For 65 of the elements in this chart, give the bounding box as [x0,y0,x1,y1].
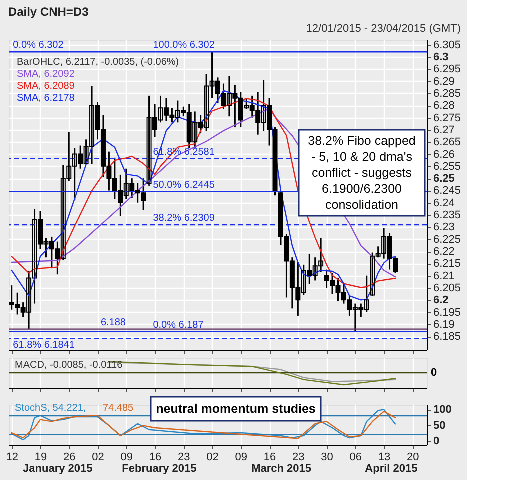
text: SMA, 6.2089 [17,81,76,92]
text: February 2015 [122,463,197,475]
annotation: 100.0% 6.302 [153,40,216,52]
text: SMA, 6.2092 [17,69,76,80]
x-tick-label: 30 [321,452,334,464]
y-tick-label: 6.19 [434,318,455,331]
y-tick-label: 6.2 [434,294,449,307]
x-tick-label: 23 [292,452,305,464]
y-tick-label: 6.235 [434,210,462,222]
y-tick-label: 6.29 [434,76,455,88]
text: March 2015 [252,463,312,475]
x-tick-label: 06 [350,452,362,464]
y-tick-label: 6.25 [434,173,455,186]
annotation: neutral momentum studies [156,402,316,416]
text: April 2015 [365,463,418,475]
y-tick-label: 6.22 [434,246,455,258]
y-tick-label: 6.305 [434,39,462,52]
x-tick-label: 13 [378,452,391,464]
series-label: 74.485 [103,403,134,414]
y-tick-label: 6.28 [434,100,455,112]
y-tick-label: 6.3 [434,52,449,64]
y-tick-label: 100 [434,404,452,416]
y-tick-label: 6.285 [434,88,462,100]
y-tick-label: 6.21 [434,270,455,282]
y-tick-label: 6.225 [434,234,462,246]
annotation: 61.8% 6.1841 [13,340,76,351]
annotation: BarOHLC, 6.2117, -0.0035, (-0.06%) [17,57,180,68]
text: January 2015 [23,463,93,475]
x-tick-label: 23 [178,452,190,464]
chart-subtitle: 12/01/2015 - 23/04/2015 (GMT) [306,23,461,35]
y-tick-label: 0 [434,436,440,448]
x-tick-label: 12 [6,452,18,464]
y-tick-label: 6.195 [434,306,462,319]
x-tick-label: 02 [206,452,219,464]
annotation: 38.2% Fibo capped - 5, 10 & 20 dma's conflict - suggests 6.1900/6.2300 consolidation [308,134,416,212]
y-tick-label: 6.255 [434,160,462,173]
y-tick-label: 6.26 [434,148,455,161]
y-tick-label: 6.215 [434,258,462,270]
y-tick-label: 6.205 [434,282,462,294]
y-tick-label: 6.185 [434,331,462,344]
chart-title: Daily CNH=D3 [8,5,90,19]
x-tick-label: 02 [92,452,104,464]
x-tick-label: 20 [407,452,420,464]
annotation: 0.0% 6.302 [13,40,64,52]
x-tick-label: 19 [34,452,48,464]
annotation: 50.0% 6.2445 [153,180,216,191]
x-tick-label: 09 [235,452,248,464]
annotation: 0.0% 6.187 [153,320,204,331]
y-tick-label: 6.295 [434,64,462,76]
series-label: StochS, 54.221, [15,403,86,414]
x-tick-label: 26 [64,452,76,464]
y-tick-label: 6.23 [434,222,455,234]
annotation: 6.188 [100,317,126,328]
y-tick-label: 6.265 [434,136,462,149]
x-tick-label: 09 [120,452,134,464]
y-tick-label: 50 [434,420,446,432]
text: SMA, 6.2178 [17,93,76,104]
y-tick-label: 6.275 [434,112,462,124]
y-tick-label: 6.245 [434,185,462,198]
y-tick-label: 6.24 [434,197,455,210]
annotation: MACD, -0.0085, -0.0116 [15,360,124,371]
annotation: 38.2% 6.2309 [153,213,216,224]
y-tick-label: 6.27 [434,124,455,136]
x-tick-label: 16 [149,452,162,464]
x-tick-label: 16 [264,452,276,464]
